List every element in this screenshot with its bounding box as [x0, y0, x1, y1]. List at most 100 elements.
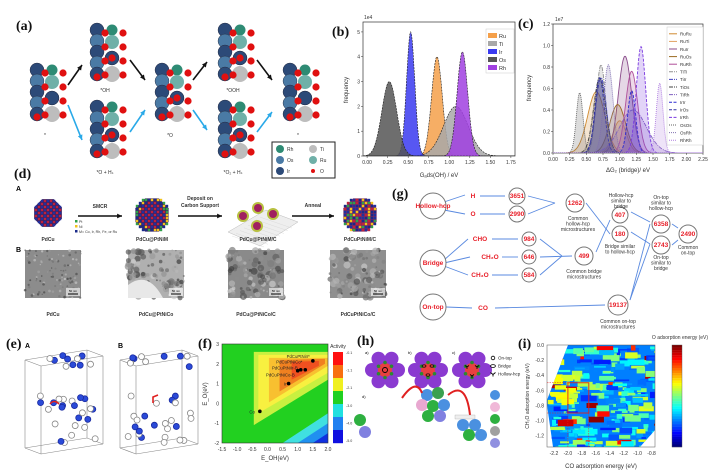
atom-dot: [364, 228, 368, 232]
series-ruir: [553, 55, 703, 153]
heatmap-cell: [618, 349, 634, 351]
tem-grain: [51, 275, 55, 278]
atom-dot: [153, 210, 157, 214]
element-legend-atom: [490, 426, 500, 436]
atom-dot: [40, 199, 44, 203]
atom-dot: [373, 219, 377, 223]
atom-dot: [58, 217, 62, 221]
blue-atom: [177, 352, 184, 360]
o-atom: [59, 97, 67, 105]
x-tick-label: 1.00: [444, 160, 454, 166]
colorbar-segment: [672, 393, 682, 397]
chart-b-ylabel: frequency: [344, 77, 350, 103]
colorbar-segment: [672, 431, 682, 435]
tem-grain: [349, 253, 357, 261]
colorbar-tick-label: -4.0: [346, 421, 352, 425]
y-tick-label: 2: [357, 104, 360, 110]
atom-dot: [352, 198, 356, 202]
tem-grain: [71, 257, 75, 261]
legend-swatch-ir: [276, 167, 284, 175]
y-tick-label: 0: [216, 401, 219, 407]
flow-line: [443, 256, 471, 264]
tem-grain: [50, 276, 53, 278]
atom-dot: [52, 202, 56, 206]
heatmap-cell: [573, 402, 579, 404]
atom-dot: [144, 198, 148, 202]
tem-grain: [269, 280, 276, 288]
heatmap-cell: [616, 414, 623, 419]
tem-grain: [43, 278, 46, 282]
tem-grain: [48, 289, 51, 293]
atom-dot: [367, 204, 371, 208]
heatmap-cell: [564, 366, 570, 372]
legend-label: M= Co, Ir, Rh, Fe, or Ru: [79, 230, 117, 234]
scale-bar-bg: [371, 288, 385, 296]
atom-dot: [162, 207, 166, 211]
tem-grain: [260, 287, 263, 291]
blue-atom: [71, 402, 78, 409]
hollow-hcp-legend-icon: [490, 372, 496, 377]
gray-atom: [124, 433, 132, 440]
adsorbate-cho: CHO: [473, 236, 487, 243]
heatmap-cell: [649, 391, 655, 399]
panel-a-oer-mechanism: * *OH *O + Hₛ *O *OOH *O₂ + Hₛ * Rh Ti Os Ru Ir O: [29, 22, 336, 179]
blue-atom: [135, 427, 143, 435]
alloy-atom: [416, 399, 428, 411]
tem-grain: [62, 269, 65, 272]
site-cluster-1: [365, 351, 405, 389]
crystal-cell: A: [24, 343, 104, 455]
o-atom: [59, 69, 67, 77]
x-tick-label: 0.25: [383, 160, 393, 166]
atom-dot: [370, 222, 374, 226]
atom-dot: [37, 211, 41, 215]
atom-dot: [373, 204, 377, 208]
atom-dot: [144, 219, 148, 223]
o-atom: [33, 113, 41, 121]
atom-dot: [52, 217, 56, 221]
legend-label-rhrh: RhRh: [680, 138, 692, 143]
tem-grain: [165, 268, 170, 273]
atom-dot: [165, 213, 169, 217]
tem-grain: [176, 278, 180, 282]
atom-dot: [165, 207, 169, 211]
x-tick-label: 2.00: [681, 157, 691, 163]
atom-dot: [346, 222, 350, 226]
arrow-head: [77, 134, 83, 140]
gray-atom: [167, 417, 175, 424]
colorbar-segment: [672, 357, 682, 361]
count-common-hollow: 1262: [568, 200, 583, 207]
legend-label-ru: Ru: [320, 158, 327, 164]
o-atom: [294, 69, 302, 77]
tem-grain: [368, 285, 372, 289]
atom-dot: [147, 219, 151, 223]
atom-dot: [165, 204, 169, 208]
atom-dot: [370, 204, 374, 208]
atom-dot: [352, 213, 356, 217]
atom-dot: [352, 210, 356, 214]
tem-grain: [372, 247, 379, 255]
legend-label-tios: TiOs: [680, 85, 690, 90]
colorbar-segment: [672, 441, 682, 445]
adsorbate-o: [108, 131, 116, 139]
atom-dot: [156, 201, 160, 205]
tem-grain: [28, 249, 31, 252]
panel-label-d: (d): [14, 167, 31, 182]
scale-bar-label: 50 nm: [172, 289, 181, 293]
tem-grain: [353, 290, 359, 297]
atom-dot: [156, 228, 160, 232]
heatmap-cell: [615, 363, 625, 370]
tem-grain: [62, 254, 65, 257]
tem-grain: [266, 290, 269, 293]
legend-swatch: [488, 33, 497, 38]
count-ch2o-circle: [521, 249, 537, 265]
tem-grain: [269, 272, 276, 280]
grid-line: [259, 216, 293, 229]
green-atom: [426, 360, 430, 365]
colorbar-segment: [672, 373, 682, 376]
atom-dot: [40, 220, 44, 224]
atom-dot: [52, 220, 56, 224]
atom-dot: [147, 213, 151, 217]
x-tick-label: 2.0: [325, 447, 332, 453]
site-legend-label: Hollow-hcp: [498, 372, 521, 377]
colorbar-segment: [672, 408, 682, 412]
